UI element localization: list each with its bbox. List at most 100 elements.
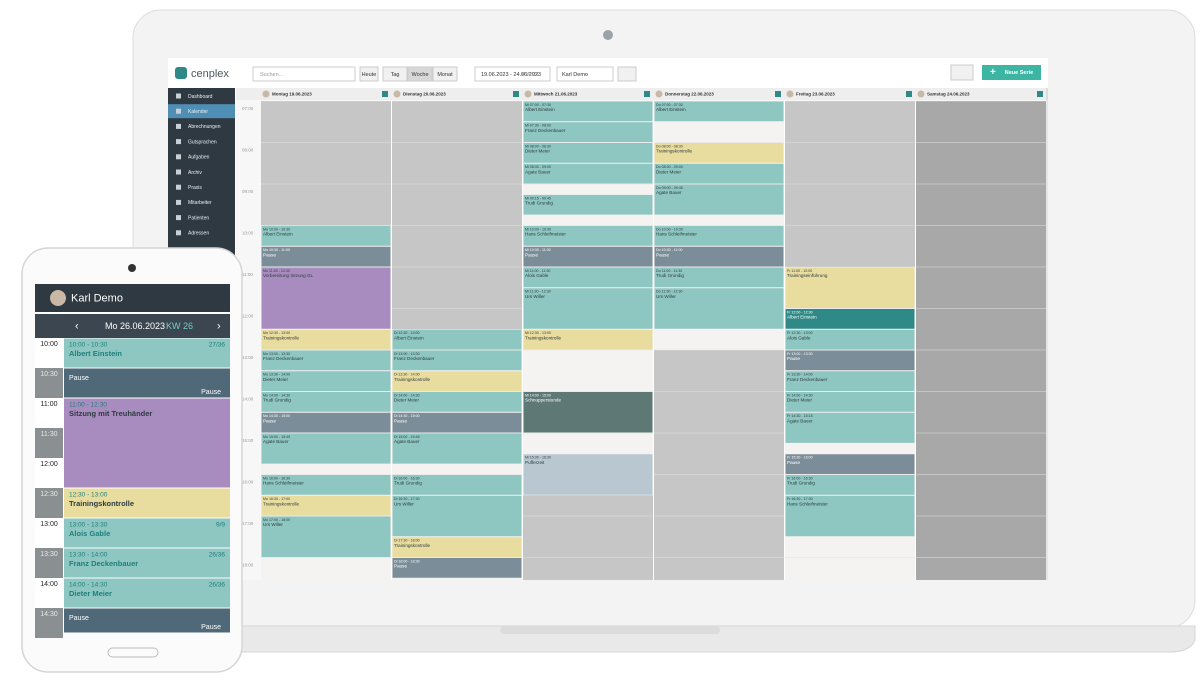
- appointment[interactable]: [785, 412, 915, 443]
- appointment[interactable]: [261, 475, 391, 495]
- appointment-time: Fr 16:30 - 17:30: [787, 497, 813, 501]
- today-button[interactable]: [359, 66, 379, 82]
- appointment[interactable]: [261, 392, 391, 412]
- view-button[interactable]: [382, 66, 408, 82]
- phone-appointment[interactable]: [64, 578, 230, 608]
- settings-button[interactable]: [617, 66, 637, 82]
- appointment[interactable]: [654, 226, 784, 246]
- appointment[interactable]: [392, 392, 522, 412]
- appointment[interactable]: [523, 288, 653, 329]
- appointment[interactable]: [785, 392, 915, 412]
- menu-item[interactable]: Patienten: [188, 215, 209, 221]
- appointment[interactable]: [261, 329, 391, 350]
- appointment[interactable]: [785, 350, 915, 371]
- day-header: Dienstag 20.06.2023: [403, 92, 446, 97]
- prev-button[interactable]: ‹: [75, 320, 79, 332]
- appointment[interactable]: [261, 433, 391, 464]
- day-avatar: [786, 90, 794, 98]
- appointment[interactable]: [785, 329, 915, 350]
- appointment[interactable]: [523, 267, 653, 288]
- time-label: 08:00: [242, 148, 254, 153]
- new-series-button[interactable]: [982, 65, 1041, 80]
- phone-appointment[interactable]: [64, 518, 230, 548]
- appointment[interactable]: [523, 226, 653, 246]
- appointment[interactable]: [523, 122, 653, 142]
- appointment[interactable]: [654, 267, 784, 288]
- appointment[interactable]: [392, 412, 522, 433]
- appointment[interactable]: [392, 537, 522, 557]
- phone-appointment-time: 14:00 - 14:30: [69, 582, 108, 589]
- appointment[interactable]: [785, 495, 915, 537]
- menu-item[interactable]: Abrechnungen: [188, 124, 221, 130]
- menu-button[interactable]: [950, 64, 974, 81]
- phone-time: 13:00: [40, 521, 58, 528]
- search-box[interactable]: [252, 66, 356, 82]
- appointment[interactable]: [785, 371, 915, 391]
- phone-appointment[interactable]: [64, 368, 230, 398]
- appointment[interactable]: [523, 143, 653, 163]
- menu-item[interactable]: Kalender: [188, 109, 208, 115]
- appointment-title: Franz Deckenbauer: [787, 377, 828, 382]
- menu-item[interactable]: Aufgaben: [188, 155, 210, 161]
- appointment-title: Pause: [263, 252, 276, 257]
- appointment[interactable]: [654, 288, 784, 329]
- appointment[interactable]: [654, 184, 784, 215]
- menu-item[interactable]: Adressen: [188, 231, 209, 237]
- phone-time: 12:30: [40, 491, 58, 498]
- phone-appointment[interactable]: [64, 608, 230, 633]
- appointment[interactable]: [654, 246, 784, 267]
- appointment[interactable]: [261, 246, 391, 267]
- appointment[interactable]: [261, 226, 391, 246]
- time-label: 07:00: [242, 106, 254, 111]
- time-label: 12:00: [242, 314, 254, 319]
- phone-appointment[interactable]: [64, 548, 230, 578]
- time-label: 18:00: [242, 563, 254, 568]
- phone-appointment[interactable]: [64, 398, 230, 488]
- view-button[interactable]: [432, 66, 458, 82]
- appointment-title: Trudi Grundig: [787, 481, 815, 486]
- appointment[interactable]: [261, 350, 391, 371]
- menu-item[interactable]: Praxis: [188, 185, 202, 191]
- menu-item[interactable]: Mitarbeiter: [188, 200, 212, 206]
- appointment[interactable]: [523, 194, 653, 215]
- appointment[interactable]: [261, 495, 391, 516]
- appointment[interactable]: [523, 101, 653, 122]
- appointment[interactable]: [392, 495, 522, 537]
- appointment[interactable]: [523, 392, 653, 433]
- new-series-label: Neue Serie: [1005, 70, 1033, 76]
- appointment[interactable]: [523, 163, 653, 184]
- appointment[interactable]: [392, 371, 522, 391]
- appointment[interactable]: [654, 143, 784, 163]
- appointment[interactable]: [261, 267, 391, 329]
- appointment[interactable]: [785, 309, 915, 329]
- menu-item[interactable]: Archiv: [188, 170, 202, 176]
- phone-appointment[interactable]: [64, 488, 230, 518]
- appointment[interactable]: [392, 350, 522, 371]
- appointment[interactable]: [392, 433, 522, 464]
- menu-item[interactable]: Dashboard: [188, 94, 213, 100]
- appointment[interactable]: [523, 329, 653, 350]
- appointment[interactable]: [261, 516, 391, 558]
- appointment[interactable]: [654, 101, 784, 122]
- range-box[interactable]: [474, 66, 551, 82]
- phone-appointment[interactable]: [64, 338, 230, 368]
- view-button[interactable]: [407, 66, 433, 82]
- appointment[interactable]: [392, 558, 522, 578]
- appointment[interactable]: [523, 454, 653, 495]
- appointment[interactable]: [523, 246, 653, 267]
- appointment[interactable]: [654, 163, 784, 184]
- appointment[interactable]: [392, 329, 522, 350]
- appointment[interactable]: [785, 475, 915, 495]
- day-avatar: [524, 90, 532, 98]
- appointment-title: Hans Schleifmeister: [525, 232, 566, 237]
- appointment[interactable]: [261, 412, 391, 433]
- menu-item[interactable]: Gutsprachen: [188, 139, 217, 145]
- user-select[interactable]: [556, 66, 614, 82]
- appointment[interactable]: [785, 267, 915, 309]
- next-button[interactable]: ›: [217, 320, 221, 332]
- phone-appointment-title: Pause: [69, 615, 89, 622]
- appointment[interactable]: [392, 475, 522, 495]
- appointment[interactable]: [261, 371, 391, 391]
- day-header: Donnerstag 22.06.2023: [665, 92, 714, 97]
- appointment[interactable]: [785, 454, 915, 474]
